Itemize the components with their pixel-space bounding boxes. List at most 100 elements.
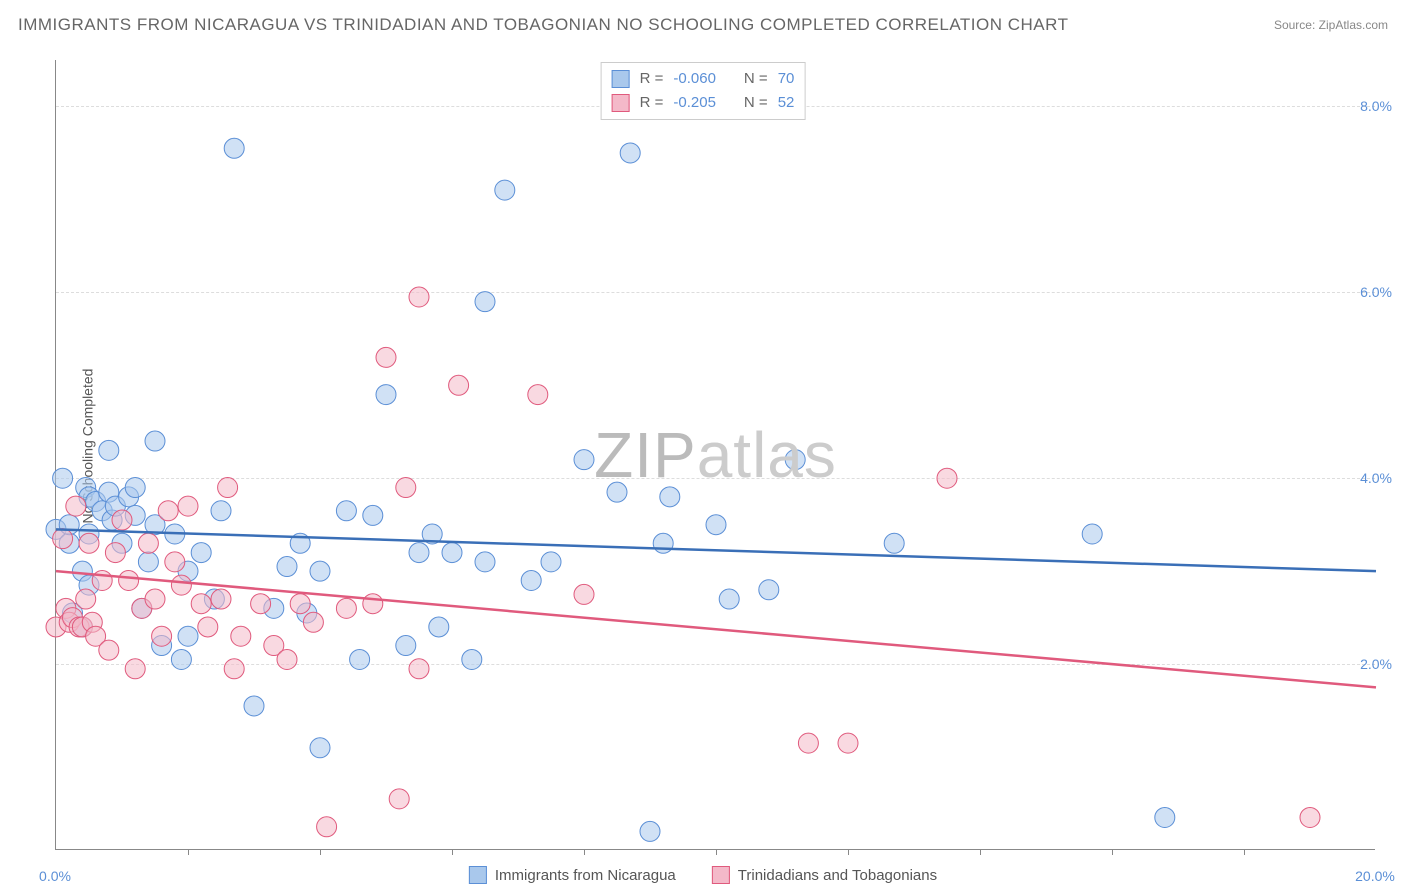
scatter-point-nicaragua xyxy=(145,431,165,451)
x-tick-mark xyxy=(716,849,717,855)
plot-area: ZIPatlas xyxy=(55,60,1375,850)
legend-label-nicaragua: Immigrants from Nicaragua xyxy=(495,867,676,884)
scatter-point-trinidad xyxy=(211,589,231,609)
x-tick-mark xyxy=(320,849,321,855)
x-tick-label: 20.0% xyxy=(1355,868,1395,884)
scatter-point-nicaragua xyxy=(211,501,231,521)
scatter-point-trinidad xyxy=(317,817,337,837)
scatter-point-nicaragua xyxy=(99,440,119,460)
scatter-point-nicaragua xyxy=(495,180,515,200)
scatter-point-trinidad xyxy=(158,501,178,521)
x-tick-mark xyxy=(980,849,981,855)
scatter-point-nicaragua xyxy=(310,561,330,581)
stats-R-nicaragua: -0.060 xyxy=(673,67,716,91)
legend-swatch-trinidad xyxy=(712,866,730,884)
scatter-point-nicaragua xyxy=(785,450,805,470)
x-tick-mark xyxy=(188,849,189,855)
stats-N-label: N = xyxy=(744,67,768,91)
scatter-point-nicaragua xyxy=(350,649,370,669)
scatter-point-nicaragua xyxy=(363,505,383,525)
scatter-point-nicaragua xyxy=(475,292,495,312)
chart-title: IMMIGRANTS FROM NICARAGUA VS TRINIDADIAN… xyxy=(18,15,1069,35)
stats-N-nicaragua: 70 xyxy=(778,67,795,91)
scatter-point-nicaragua xyxy=(138,552,158,572)
scatter-point-trinidad xyxy=(838,733,858,753)
scatter-point-nicaragua xyxy=(53,468,73,488)
scatter-point-nicaragua xyxy=(475,552,495,572)
stats-R-trinidad: -0.205 xyxy=(673,91,716,115)
stats-R-label: R = xyxy=(640,67,664,91)
stats-N-label: N = xyxy=(744,91,768,115)
scatter-point-nicaragua xyxy=(706,515,726,535)
scatter-point-nicaragua xyxy=(759,580,779,600)
scatter-point-trinidad xyxy=(191,594,211,614)
scatter-point-trinidad xyxy=(303,612,323,632)
y-tick-label: 6.0% xyxy=(1360,284,1392,300)
scatter-point-trinidad xyxy=(138,533,158,553)
scatter-point-trinidad xyxy=(79,533,99,553)
x-tick-mark xyxy=(584,849,585,855)
scatter-point-trinidad xyxy=(449,375,469,395)
scatter-point-trinidad xyxy=(145,589,165,609)
legend-item-nicaragua: Immigrants from Nicaragua xyxy=(469,866,676,884)
scatter-point-nicaragua xyxy=(336,501,356,521)
scatter-point-trinidad xyxy=(336,598,356,618)
scatter-point-nicaragua xyxy=(409,543,429,563)
scatter-point-nicaragua xyxy=(178,626,198,646)
scatter-point-trinidad xyxy=(119,570,139,590)
scatter-point-nicaragua xyxy=(310,738,330,758)
x-tick-mark xyxy=(452,849,453,855)
stats-swatch-trinidad xyxy=(612,94,630,112)
scatter-point-nicaragua xyxy=(244,696,264,716)
scatter-point-trinidad xyxy=(224,659,244,679)
legend-swatch-nicaragua xyxy=(469,866,487,884)
scatter-point-nicaragua xyxy=(607,482,627,502)
legend-item-trinidad: Trinidadians and Tobagonians xyxy=(712,866,937,884)
scatter-point-trinidad xyxy=(396,478,416,498)
scatter-point-nicaragua xyxy=(224,138,244,158)
scatter-point-trinidad xyxy=(376,347,396,367)
legend-label-trinidad: Trinidadians and Tobagonians xyxy=(738,867,937,884)
scatter-point-trinidad xyxy=(389,789,409,809)
scatter-point-nicaragua xyxy=(376,385,396,405)
scatter-point-trinidad xyxy=(125,659,145,679)
scatter-point-nicaragua xyxy=(884,533,904,553)
regression-line-nicaragua xyxy=(56,529,1376,571)
scatter-point-trinidad xyxy=(76,589,96,609)
scatter-point-trinidad xyxy=(937,468,957,488)
scatter-point-trinidad xyxy=(363,594,383,614)
scatter-point-nicaragua xyxy=(429,617,449,637)
scatter-point-trinidad xyxy=(99,640,119,660)
scatter-point-trinidad xyxy=(105,543,125,563)
y-tick-label: 8.0% xyxy=(1360,98,1392,114)
scatter-point-nicaragua xyxy=(719,589,739,609)
scatter-point-trinidad xyxy=(277,649,297,669)
scatter-point-nicaragua xyxy=(541,552,561,572)
regression-line-trinidad xyxy=(56,571,1376,687)
scatter-point-trinidad xyxy=(198,617,218,637)
x-tick-label: 0.0% xyxy=(39,868,71,884)
stats-swatch-nicaragua xyxy=(612,70,630,88)
scatter-point-trinidad xyxy=(231,626,251,646)
chart-header: IMMIGRANTS FROM NICARAGUA VS TRINIDADIAN… xyxy=(18,15,1388,35)
scatter-point-trinidad xyxy=(218,478,238,498)
x-tick-mark xyxy=(1112,849,1113,855)
scatter-plot-svg xyxy=(56,60,1375,849)
scatter-point-trinidad xyxy=(409,287,429,307)
scatter-point-nicaragua xyxy=(620,143,640,163)
scatter-point-trinidad xyxy=(152,626,172,646)
scatter-point-nicaragua xyxy=(1082,524,1102,544)
x-tick-mark xyxy=(1244,849,1245,855)
scatter-point-nicaragua xyxy=(442,543,462,563)
scatter-point-nicaragua xyxy=(521,570,541,590)
scatter-point-trinidad xyxy=(171,575,191,595)
stats-R-label: R = xyxy=(640,91,664,115)
stats-row-trinidad: R = -0.205 N = 52 xyxy=(612,91,795,115)
scatter-point-trinidad xyxy=(409,659,429,679)
scatter-point-nicaragua xyxy=(574,450,594,470)
scatter-point-trinidad xyxy=(528,385,548,405)
stats-row-nicaragua: R = -0.060 N = 70 xyxy=(612,67,795,91)
scatter-point-nicaragua xyxy=(653,533,673,553)
scatter-point-trinidad xyxy=(165,552,185,572)
scatter-point-trinidad xyxy=(290,594,310,614)
